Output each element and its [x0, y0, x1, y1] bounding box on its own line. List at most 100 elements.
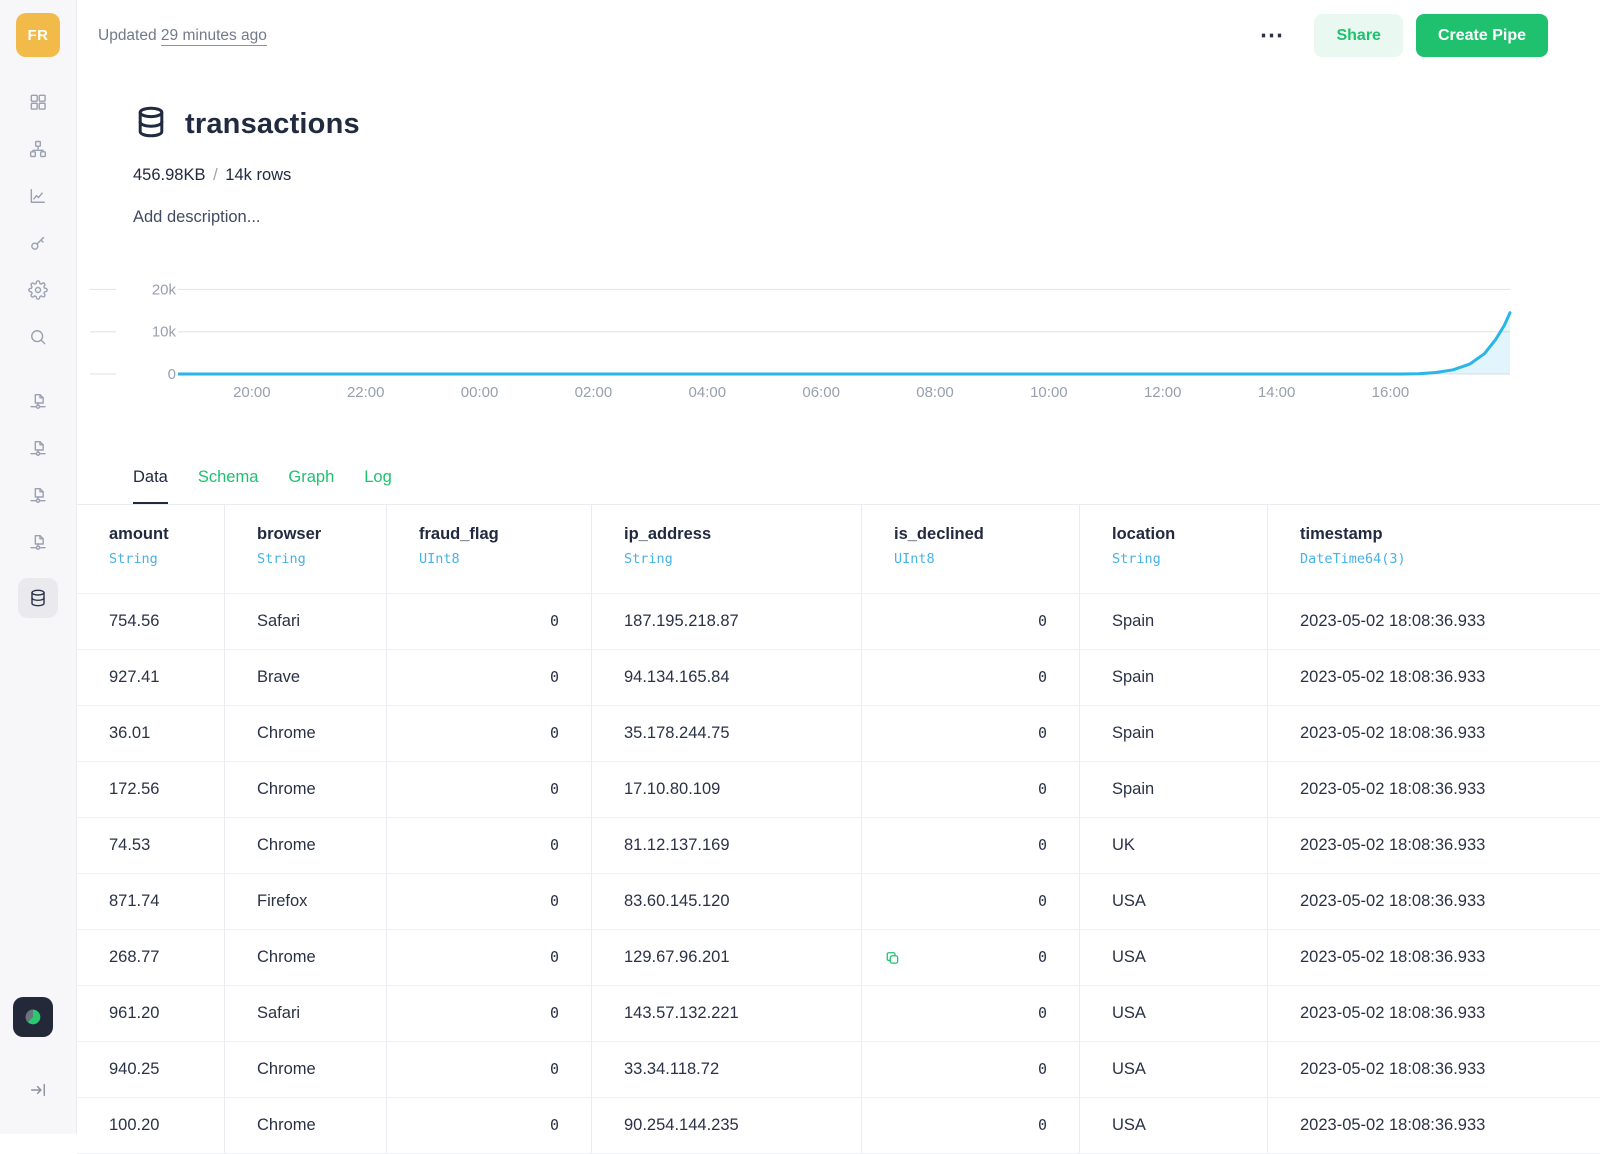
cell-amount: 74.53 [77, 818, 225, 873]
table-body: 754.56 Safari 0 187.195.218.87 0 Spain 2023-05… [77, 594, 1600, 1154]
collapse-sidebar-button[interactable] [28, 1080, 48, 1105]
column-header-browser[interactable]: browser String [225, 505, 387, 593]
cell-timestamp: 2023-05-02 18:08:36.933 [1300, 1116, 1486, 1134]
sidebar-item-datasource-active[interactable] [18, 578, 58, 618]
cell-location: Spain [1080, 650, 1268, 705]
cell-location: Spain [1080, 594, 1268, 649]
cell-amount: 961.20 [77, 986, 225, 1041]
svg-text:10k: 10k [152, 324, 177, 341]
table-row: 961.20 Safari 0 143.57.132.221 0 USA 2023-05-0… [77, 986, 1600, 1042]
cell-browser: Chrome [225, 818, 387, 873]
more-options-button[interactable]: ⋯ [1259, 21, 1285, 49]
share-button[interactable]: Share [1314, 14, 1403, 57]
cell-fraud_flag: 0 [387, 1098, 592, 1153]
cell-timestamp: 2023-05-02 18:08:36.933 [1300, 668, 1486, 686]
cell-amount: 100.20 [77, 1098, 225, 1153]
cell-ip_address: 83.60.145.120 [592, 874, 862, 929]
cell-browser: Chrome [225, 1042, 387, 1097]
tab-schema[interactable]: Schema [197, 468, 259, 486]
cell-browser: Chrome [225, 930, 387, 985]
cell-timestamp: 2023-05-02 18:08:36.933 [1300, 836, 1486, 854]
table-row: 100.20 Chrome 0 90.254.144.235 0 USA 2023-05-0… [77, 1098, 1600, 1154]
cell-is_declined: 0 [862, 594, 1080, 649]
svg-text:08:00: 08:00 [916, 384, 954, 401]
cell-amount: 268.77 [77, 930, 225, 985]
updated-time-link[interactable]: 29 minutes ago [160, 26, 267, 46]
column-header-location[interactable]: location String [1080, 505, 1268, 593]
updated-text: Updated 29 minutes ago [98, 26, 267, 46]
cell-amount: 940.25 [77, 1042, 225, 1097]
sidebar-pipes [28, 392, 48, 553]
cell-location: USA [1080, 986, 1268, 1041]
cell-ip_address: 33.34.118.72 [592, 1042, 862, 1097]
workspace-avatar[interactable]: FR [16, 13, 60, 57]
sidebar-item-search[interactable] [28, 327, 48, 347]
column-header-ip_address[interactable]: ip_address String [592, 505, 862, 593]
database-icon [28, 588, 48, 608]
create-pipe-button[interactable]: Create Pipe [1415, 14, 1548, 57]
usage-quota-button[interactable] [13, 997, 53, 1037]
sidebar-item-grid[interactable] [28, 92, 48, 112]
table-row: 871.74 Firefox 0 83.60.145.120 0 USA 2023-05-0… [77, 874, 1600, 930]
cell-is_declined: 0 [862, 706, 1080, 761]
sidebar-item-pipe-1[interactable] [28, 392, 48, 412]
cell-ip_address: 90.254.144.235 [592, 1098, 862, 1153]
cell-location: USA [1080, 874, 1268, 929]
cell-timestamp: 2023-05-02 18:08:36.933 [1300, 892, 1486, 910]
sidebar-item-pipe-2[interactable] [28, 439, 48, 459]
pie-chart-icon [22, 1006, 44, 1028]
pipe-icon [28, 439, 48, 459]
table-row: 927.41 Brave 0 94.134.165.84 0 Spain 2023-05-0… [77, 650, 1600, 706]
cell-location: USA [1080, 930, 1268, 985]
line-chart-icon [28, 186, 48, 206]
cell-ip_address: 81.12.137.169 [592, 818, 862, 873]
cell-is_declined: 0 [862, 818, 1080, 873]
pipe-icon [28, 486, 48, 506]
svg-text:14:00: 14:00 [1258, 384, 1296, 401]
sidebar-item-gear[interactable] [28, 280, 48, 300]
cell-ip_address: 143.57.132.221 [592, 986, 862, 1041]
table-row: 36.01 Chrome 0 35.178.244.75 0 Spain 2023-05-0… [77, 706, 1600, 762]
cell-is_declined: 0 [862, 1098, 1080, 1153]
column-header-amount[interactable]: amount String [77, 505, 225, 593]
svg-text:16:00: 16:00 [1372, 384, 1410, 401]
svg-text:04:00: 04:00 [689, 384, 727, 401]
cell-fraud_flag: 0 [387, 874, 592, 929]
datasource-header: transactions 456.98KB / 14k rows Add des… [77, 104, 1600, 227]
cell-amount: 172.56 [77, 762, 225, 817]
column-type: String [257, 551, 306, 567]
cell-ip_address: 129.67.96.201 [592, 930, 862, 985]
cell-browser: Chrome [225, 762, 387, 817]
tab-log[interactable]: Log [364, 468, 392, 486]
search-icon [28, 327, 48, 347]
column-header-fraud_flag[interactable]: fraud_flag UInt8 [387, 505, 592, 593]
tab-data[interactable]: Data [133, 466, 168, 504]
sidebar-item-line-chart[interactable] [28, 186, 48, 206]
table-row: 74.53 Chrome 0 81.12.137.169 0 UK 2023-05-02 1… [77, 818, 1600, 874]
sidebar-item-key[interactable] [28, 233, 48, 253]
cell-fraud_flag: 0 [387, 762, 592, 817]
sidebar-item-pipe-4[interactable] [28, 533, 48, 553]
column-type: String [624, 551, 673, 567]
cell-browser: Brave [225, 650, 387, 705]
svg-text:22:00: 22:00 [347, 384, 385, 401]
cell-amount: 927.41 [77, 650, 225, 705]
database-icon [133, 104, 169, 140]
add-description-field[interactable]: Add description... [133, 208, 261, 226]
sidebar-item-pipe-3[interactable] [28, 486, 48, 506]
column-type: String [1112, 551, 1161, 567]
datasource-size: 456.98KB [133, 166, 206, 184]
column-type: DateTime64(3) [1300, 551, 1406, 567]
svg-text:20k: 20k [152, 281, 177, 298]
sidebar-item-sitemap[interactable] [28, 139, 48, 159]
copy-icon[interactable] [884, 949, 901, 966]
svg-text:06:00: 06:00 [802, 384, 840, 401]
column-header-timestamp[interactable]: timestamp DateTime64(3) [1268, 505, 1600, 593]
cell-timestamp: 2023-05-02 18:08:36.933 [1300, 724, 1486, 742]
pipe-icon [28, 533, 48, 553]
tab-graph[interactable]: Graph [288, 468, 335, 486]
column-header-is_declined[interactable]: is_declined UInt8 [862, 505, 1080, 593]
table-row: 754.56 Safari 0 187.195.218.87 0 Spain 2023-05… [77, 594, 1600, 650]
svg-text:12:00: 12:00 [1144, 384, 1182, 401]
